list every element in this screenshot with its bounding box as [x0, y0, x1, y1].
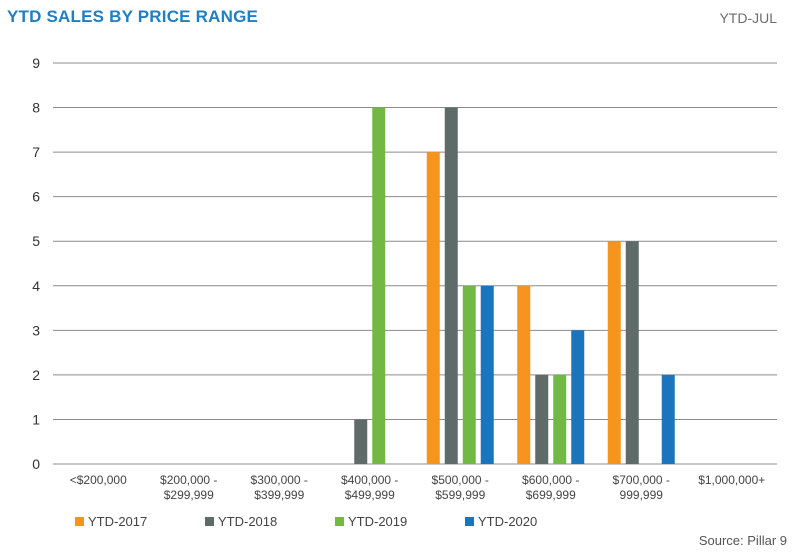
bar-ytd-2017-6 — [607, 241, 621, 464]
legend-swatch — [205, 517, 214, 526]
x-category-label: $300,000 -$399,999 — [251, 473, 308, 502]
x-category-label: $200,000 -$299,999 — [160, 473, 217, 502]
y-tick-label: 2 — [32, 367, 40, 383]
bar-ytd-2018-5 — [535, 374, 549, 464]
y-tick-label: 3 — [32, 322, 40, 338]
legend-item-2019: YTD-2019 — [335, 514, 465, 529]
legend-label: YTD-2020 — [478, 514, 538, 529]
source-note: Source: Pillar 9 — [698, 533, 787, 548]
legend-label: YTD-2019 — [348, 514, 408, 529]
legend-swatch — [465, 517, 474, 526]
bar-ytd-2020-6 — [661, 374, 675, 464]
legend-swatch — [75, 517, 84, 526]
legend-label: YTD-2018 — [218, 514, 278, 529]
y-tick-label: 6 — [32, 189, 40, 205]
legend-swatch — [335, 517, 344, 526]
y-tick-label: 4 — [32, 278, 40, 294]
bar-ytd-2019-5 — [553, 374, 567, 464]
bar-chart: 0 1 2 3 4 5 6 7 8 9 <$200,000 $200,000 -$299,999 $3… — [32, 55, 777, 502]
x-category-label: $500,000 -$599,999 — [432, 473, 489, 502]
y-tick-label: 7 — [32, 144, 40, 160]
x-axis-categories: <$200,000 $200,000 -$299,999 $300,000 -$39… — [70, 473, 766, 502]
bar-ytd-2020-5 — [571, 330, 585, 464]
y-tick-label: 9 — [32, 55, 40, 71]
bar-ytd-2019-3 — [372, 107, 386, 465]
chart-title: YTD SALES BY PRICE RANGE — [7, 7, 259, 26]
grid-lines — [53, 62, 777, 465]
legend-item-2018: YTD-2018 — [205, 514, 335, 529]
x-category-label: <$200,000 — [70, 473, 127, 487]
bar-ytd-2018-3 — [354, 419, 368, 464]
bars — [354, 107, 675, 465]
x-category-label: $400,000 -$499,999 — [341, 473, 398, 502]
legend-item-2020: YTD-2020 — [465, 514, 595, 529]
y-tick-label: 0 — [32, 456, 40, 472]
bar-ytd-2018-4 — [444, 107, 458, 465]
legend-label: YTD-2017 — [88, 514, 148, 529]
bar-ytd-2019-4 — [462, 285, 476, 464]
x-category-label: $600,000 -$699,999 — [522, 473, 579, 502]
y-tick-label: 8 — [32, 100, 40, 116]
y-axis-ticks: 0 1 2 3 4 5 6 7 8 9 — [32, 55, 40, 472]
bar-ytd-2018-6 — [625, 241, 639, 464]
x-category-label: $700,000 -999,999 — [613, 473, 670, 502]
legend: YTD-2017 YTD-2018 YTD-2019 YTD-2020 — [75, 514, 595, 529]
bar-ytd-2017-4 — [426, 152, 440, 464]
bar-ytd-2017-5 — [517, 285, 531, 464]
y-tick-label: 5 — [32, 233, 40, 249]
bar-ytd-2020-4 — [480, 285, 494, 464]
x-category-label: $1,000,000+ — [698, 473, 765, 487]
legend-item-2017: YTD-2017 — [75, 514, 205, 529]
period-label: YTD-JUL — [719, 10, 777, 26]
y-tick-label: 1 — [32, 411, 40, 427]
